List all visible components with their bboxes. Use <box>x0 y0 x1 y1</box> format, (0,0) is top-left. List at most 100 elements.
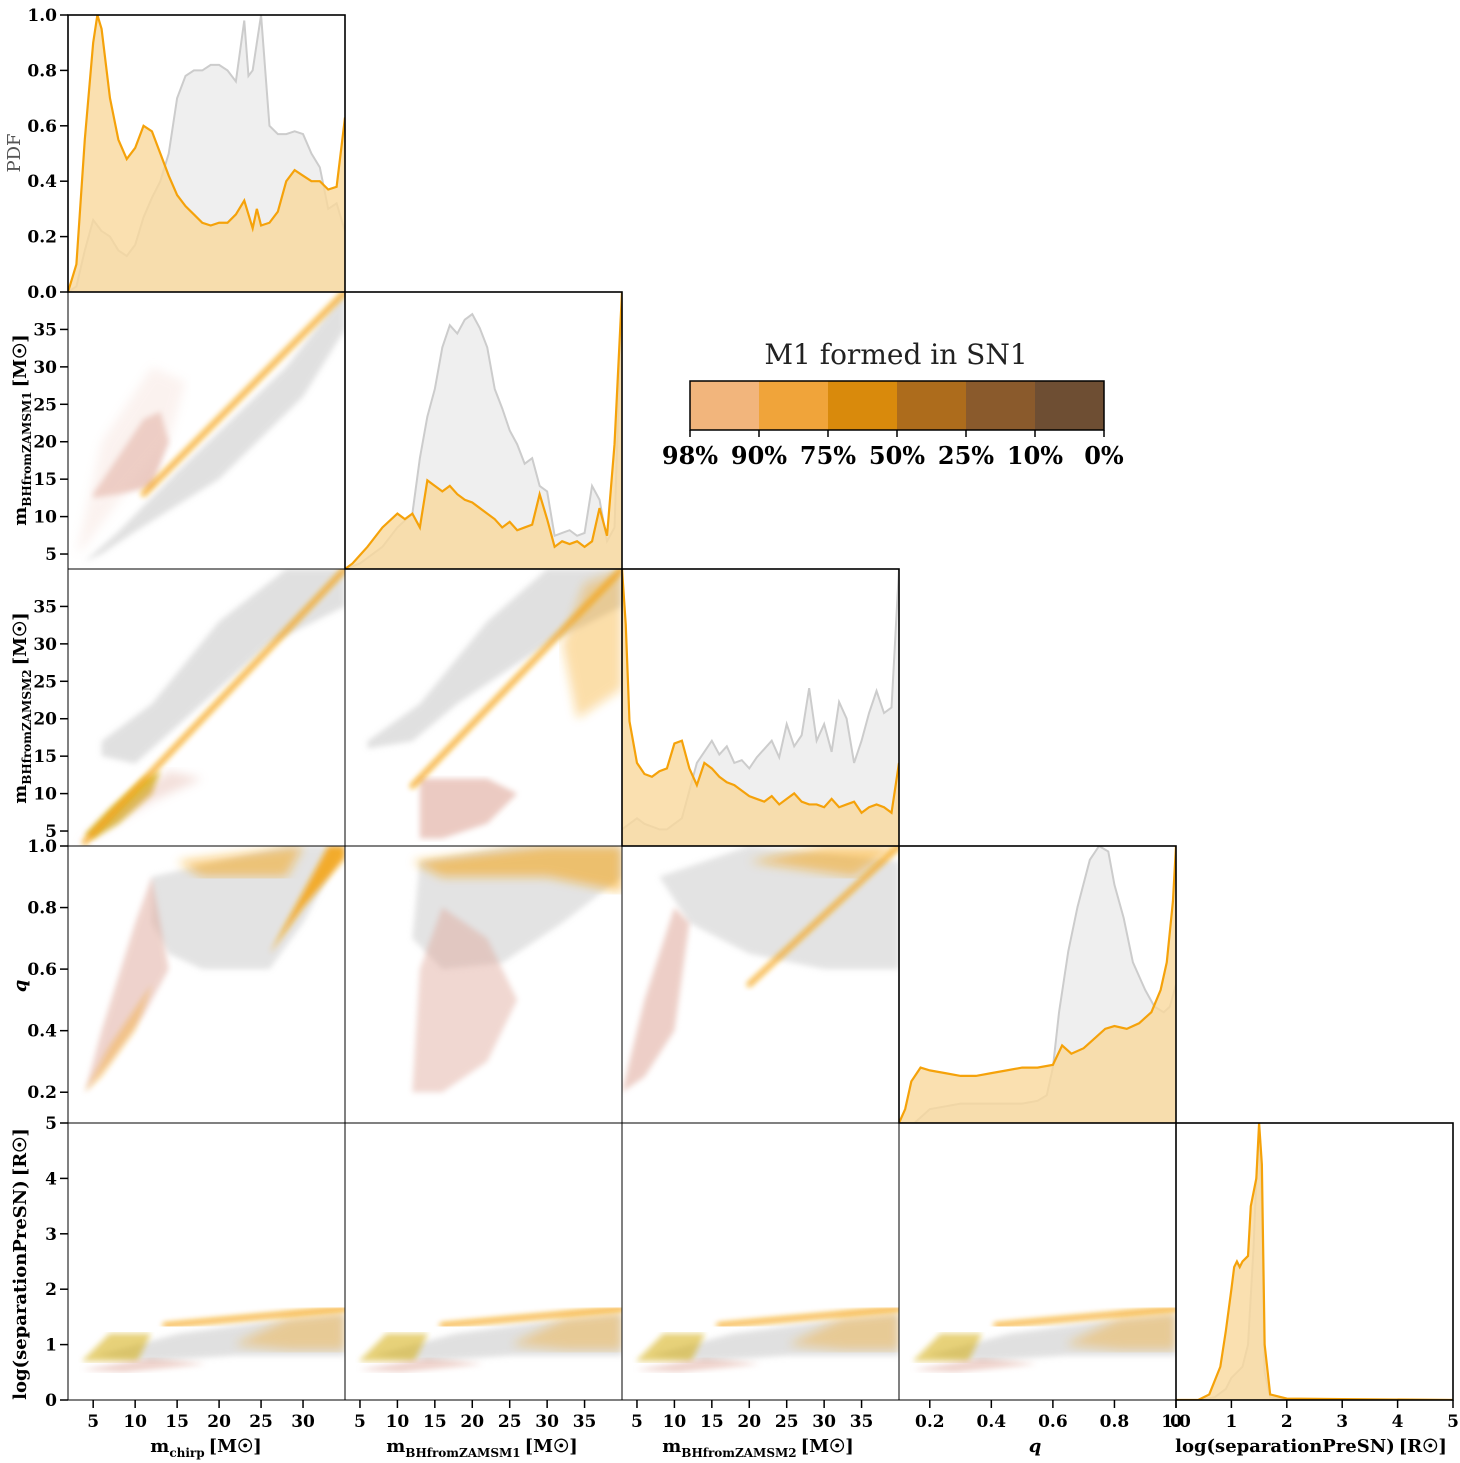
orange-cloud <box>84 984 152 1093</box>
scatter-cloud <box>912 1306 1176 1373</box>
x-tick-label: 5 <box>1447 1412 1459 1432</box>
y-tick-label: 10 <box>33 508 57 528</box>
x-tick-label: 5 <box>631 1412 643 1432</box>
xlabel-mbh2-sub: BHfromZAMSM2 <box>681 1446 796 1460</box>
y-tick-label: 5 <box>45 545 57 565</box>
panel-logsep-vs-mchirp <box>81 1306 345 1373</box>
y-tick-label: 15 <box>33 470 57 490</box>
ylabel-mbh1-main: m <box>10 507 31 526</box>
colorbar-tick-label: 75% <box>800 441 856 470</box>
scatter-cloud <box>635 1306 899 1373</box>
x-tick-label: 3 <box>1336 1412 1348 1432</box>
x-tick-label: 0.2 <box>915 1412 945 1432</box>
xlabel-mbh1-sub: BHfromZAMSM1 <box>405 1446 520 1460</box>
scatter-cloud <box>84 846 345 1093</box>
x-tick-label: 0.4 <box>977 1412 1007 1432</box>
orange-top <box>177 846 304 877</box>
y-tick-label: 10 <box>33 785 57 805</box>
y-tick-label: 1.0 <box>27 6 57 26</box>
pdf-line-orange <box>68 15 345 292</box>
orange-top <box>749 846 899 877</box>
x-tick-label: 1 <box>1225 1412 1237 1432</box>
x-tick-label: 5 <box>354 1412 366 1432</box>
xlabel-logsep-main: log(separationPreSN) <box>1175 1436 1395 1457</box>
pdf-line-grey <box>1176 1131 1453 1400</box>
colorbar-swatch <box>690 381 760 430</box>
panel-logsep-vs-q <box>912 1306 1176 1373</box>
pdf-area-grey <box>622 569 899 846</box>
colorbar-swatch <box>828 381 898 430</box>
colorbar-swatches <box>689 380 1105 431</box>
pdf-panel-mbh2 <box>622 569 899 846</box>
ylabel-mbh2-main: m <box>10 785 31 804</box>
y-tick-label: 30 <box>33 635 57 655</box>
scatter-cloud <box>76 569 345 846</box>
gold-cloud <box>81 1333 152 1362</box>
pink-cloud <box>84 876 169 1093</box>
grey-cloud <box>101 569 345 764</box>
xlabel-mbh1: mBHfromZAMSM1 [M☉] <box>386 1436 577 1460</box>
pink-cloud <box>358 1358 484 1373</box>
x-tick-label: 30 <box>812 1412 836 1432</box>
orange-cloud <box>562 569 622 719</box>
x-tick-label: 15 <box>423 1412 447 1432</box>
orange-band <box>141 292 345 497</box>
orange-band <box>993 1306 1176 1328</box>
pdf-line-orange <box>622 569 899 815</box>
x-tick-label: 20 <box>737 1412 761 1432</box>
panel-mbh1-vs-mchirp <box>76 292 345 562</box>
pdf-panel-logsep <box>1176 1123 1453 1400</box>
pink-cloud <box>912 1358 1038 1373</box>
y-tick-label: 0.4 <box>27 1022 57 1042</box>
ylabel-mbh2: mBHfromZAMSM2 [M☉] <box>10 612 34 803</box>
y-tick-label: 0 <box>45 1391 57 1411</box>
x-tick-label: 5 <box>87 1412 99 1432</box>
x-tick-label: 0 <box>1170 1412 1182 1432</box>
x-tick-label: 0.6 <box>1038 1412 1068 1432</box>
xlabel-mbh2: mBHfromZAMSM2 [M☉] <box>662 1436 853 1460</box>
panel-q-vs-mchirp <box>84 846 345 1093</box>
colorbar-swatch <box>897 381 967 430</box>
y-tick-label: 20 <box>33 710 57 730</box>
y-tick-label: 0.8 <box>27 899 57 919</box>
gold-cloud <box>912 1333 983 1362</box>
pdf-area-grey <box>345 292 622 569</box>
grey-cloud <box>659 846 899 970</box>
faint-cloud <box>76 366 186 555</box>
panel-logsep-vs-mbh1 <box>358 1306 622 1373</box>
pink-cloud <box>622 907 690 1093</box>
pdf-line-orange <box>1176 1123 1453 1400</box>
ylabel-q: q <box>10 980 31 993</box>
colorbar-swatch <box>759 381 829 430</box>
ylabel-mbh2-unit: [M☉] <box>10 612 31 665</box>
xlabel-mchirp-unit: [M☉] <box>209 1436 262 1457</box>
xlabel-mbh1-unit: [M☉] <box>525 1436 578 1457</box>
x-tick-label: 10 <box>386 1412 410 1432</box>
colorbar-tick-label: 50% <box>869 441 925 470</box>
x-tick-label: 20 <box>460 1412 484 1432</box>
pink-cloud <box>412 907 518 1093</box>
xlabel-logsep-unit: [R☉] <box>1399 1436 1447 1457</box>
scatter-cloud <box>358 1306 622 1373</box>
x-tick-label: 25 <box>775 1412 799 1432</box>
x-tick-label: 10 <box>123 1412 147 1432</box>
pdf-area-orange <box>899 846 1176 1123</box>
orange-band <box>716 1306 899 1328</box>
x-tick-label: 2 <box>1281 1412 1293 1432</box>
colorbar-tick-label: 25% <box>938 441 994 470</box>
y-tick-label: 0.2 <box>27 228 57 248</box>
orange-cloud <box>1065 1311 1176 1351</box>
y-tick-label: 35 <box>33 597 57 617</box>
colorbar-tick-label: 0% <box>1084 441 1124 470</box>
pink-cloud <box>81 1358 207 1373</box>
colorbar-swatch <box>1035 381 1105 430</box>
orange-band <box>746 846 899 987</box>
panel-q-vs-mbh2 <box>622 846 899 1093</box>
colorbar-tick-label: 90% <box>731 441 787 470</box>
scatter-cloud <box>367 569 622 839</box>
orange-band <box>439 1306 622 1328</box>
panel-frame <box>1175 1122 1454 1401</box>
x-tick-label: 1.0 <box>1161 1412 1191 1432</box>
pdf-panel-mchirp <box>68 15 345 292</box>
